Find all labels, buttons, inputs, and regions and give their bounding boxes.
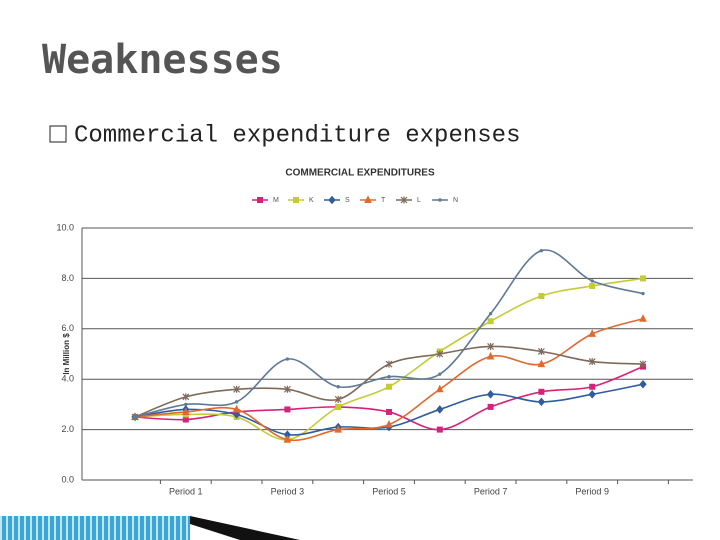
data-point bbox=[386, 408, 392, 415]
legend-label: M bbox=[273, 197, 279, 204]
data-point bbox=[590, 279, 594, 283]
footer-stripes bbox=[0, 516, 190, 540]
data-point bbox=[435, 384, 444, 393]
data-point bbox=[641, 291, 645, 296]
data-point bbox=[488, 311, 493, 316]
data-point bbox=[336, 385, 340, 389]
bullet-box bbox=[49, 125, 67, 143]
data-point bbox=[334, 424, 343, 433]
data-point bbox=[538, 293, 545, 300]
legend-label: L bbox=[417, 197, 421, 204]
data-point bbox=[487, 318, 494, 325]
footer-wedge bbox=[190, 516, 300, 540]
data-point bbox=[182, 416, 189, 423]
data-point bbox=[233, 385, 241, 393]
data-point bbox=[639, 379, 647, 389]
data-point bbox=[588, 390, 596, 399]
legend-label: S bbox=[345, 197, 350, 204]
x-tick-label: Period 5 bbox=[372, 486, 406, 496]
data-point bbox=[133, 415, 137, 419]
data-point bbox=[537, 397, 546, 407]
data-point bbox=[487, 342, 495, 350]
data-point bbox=[234, 400, 239, 404]
data-point bbox=[436, 426, 443, 433]
data-point bbox=[588, 358, 596, 366]
legend-label: K bbox=[309, 197, 314, 204]
slide-title: Weaknesses bbox=[42, 37, 283, 83]
x-tick-label: Period 3 bbox=[271, 486, 305, 496]
data-point bbox=[385, 419, 393, 428]
data-point bbox=[589, 282, 596, 289]
data-point bbox=[387, 374, 391, 379]
data-point bbox=[538, 388, 545, 395]
legend-marker bbox=[293, 197, 299, 203]
data-point bbox=[334, 395, 342, 403]
x-tick-label: Period 1 bbox=[169, 486, 203, 496]
x-tick-label: Period 9 bbox=[575, 486, 609, 496]
data-point bbox=[436, 405, 444, 414]
data-point bbox=[537, 347, 545, 355]
data-point bbox=[184, 402, 188, 407]
data-point bbox=[182, 393, 190, 401]
y-tick-label: 10.0 bbox=[56, 222, 74, 232]
data-point bbox=[335, 403, 342, 410]
y-axis-label: In Million $ bbox=[62, 333, 71, 375]
data-point bbox=[284, 406, 291, 413]
chart-title: COMMERCIAL EXPENDITURES bbox=[285, 168, 435, 179]
data-point bbox=[232, 404, 241, 413]
data-point bbox=[386, 383, 392, 390]
data-point bbox=[639, 314, 647, 322]
y-tick-label: 6.0 bbox=[61, 323, 74, 333]
y-tick-label: 8.0 bbox=[61, 273, 74, 283]
data-point bbox=[537, 359, 546, 368]
legend-marker bbox=[400, 196, 408, 204]
legend-marker bbox=[438, 198, 442, 202]
bullet-text: Commercial expenditure expenses bbox=[74, 122, 520, 149]
data-point bbox=[232, 410, 241, 419]
data-point bbox=[487, 403, 494, 410]
data-point bbox=[285, 357, 290, 361]
legend-label: T bbox=[381, 197, 386, 204]
data-point bbox=[438, 372, 442, 376]
footer-decoration bbox=[0, 516, 300, 540]
legend-marker bbox=[328, 195, 336, 205]
data-point bbox=[486, 390, 495, 399]
legend-label: N bbox=[453, 197, 458, 204]
data-point bbox=[181, 407, 190, 415]
data-point bbox=[283, 385, 291, 393]
x-tick-label: Period 7 bbox=[474, 486, 508, 496]
data-point bbox=[283, 435, 292, 443]
data-point bbox=[589, 383, 596, 390]
y-tick-label: 0.0 bbox=[61, 474, 74, 484]
series-line bbox=[134, 345, 644, 418]
legend-marker bbox=[257, 197, 263, 203]
data-point bbox=[385, 360, 393, 368]
data-point bbox=[436, 350, 444, 358]
legend-marker bbox=[364, 195, 372, 203]
y-tick-label: 2.0 bbox=[61, 424, 74, 434]
y-tick-label: 4.0 bbox=[61, 374, 74, 384]
data-point bbox=[539, 248, 544, 253]
data-point bbox=[639, 360, 647, 368]
data-point bbox=[640, 275, 646, 282]
data-point bbox=[588, 329, 597, 337]
data-point bbox=[486, 351, 495, 360]
